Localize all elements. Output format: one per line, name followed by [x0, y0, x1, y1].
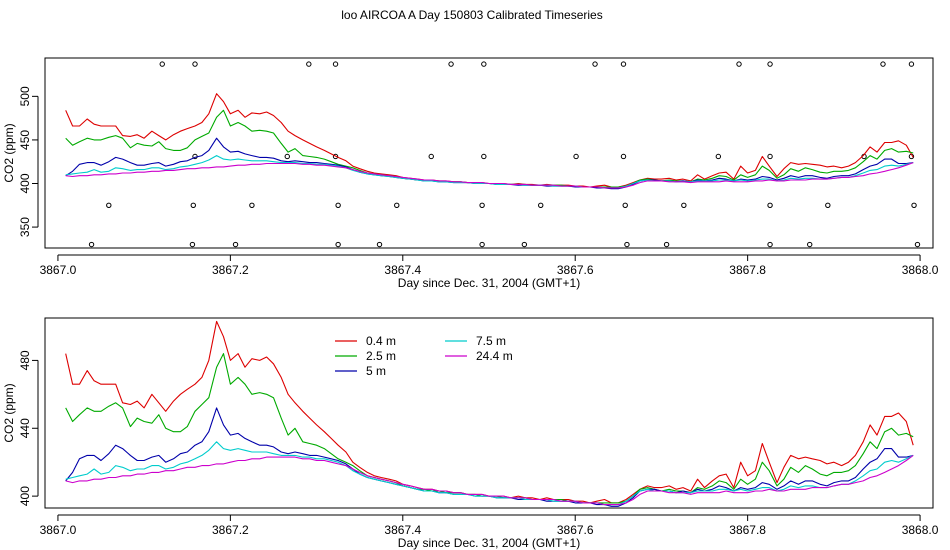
- marker-point: [428, 153, 434, 160]
- marker-point: [624, 241, 630, 248]
- marker-point: [306, 61, 312, 67]
- x-axis-label: Day since Dec. 31, 2004 (GMT+1): [398, 536, 580, 550]
- legend-label: 7.5 m: [476, 334, 506, 348]
- marker-point: [479, 202, 485, 208]
- marker-point: [767, 61, 773, 67]
- y-tick-label: 500: [18, 86, 32, 106]
- series-line-4: [65, 454, 914, 506]
- marker-point: [715, 153, 722, 160]
- marker-point: [592, 61, 598, 67]
- marker-point: [767, 202, 773, 208]
- marker-point: [807, 241, 813, 248]
- legend-label: 24.4 m: [476, 349, 513, 363]
- y-tick-label: 480: [18, 350, 32, 370]
- plot-frame: [44, 57, 934, 249]
- plot-frame: [44, 317, 934, 509]
- series-line-2: [65, 407, 914, 507]
- series-lines: [65, 320, 914, 507]
- marker-point: [521, 241, 528, 248]
- y-tick-label: 450: [18, 130, 32, 150]
- marker-point: [479, 241, 485, 248]
- marker-point: [335, 241, 341, 248]
- marker-point: [914, 241, 921, 248]
- y-axis: 350 400 450 500 CO2 (ppm): [2, 86, 39, 237]
- x-tick-label: 3867.2: [212, 523, 249, 537]
- marker-point: [573, 153, 579, 160]
- series-line-1: [65, 109, 914, 188]
- marker-point: [663, 241, 670, 248]
- marker-point: [394, 202, 400, 208]
- legend: 0.4 m2.5 m5 m 7.5 m24.4 m: [335, 334, 513, 378]
- series-line-3: [65, 441, 914, 506]
- series-lines: [65, 93, 914, 190]
- x-tick-label: 3867.8: [729, 523, 766, 537]
- marker-point: [620, 153, 627, 160]
- x-tick-label: 3867.0: [40, 523, 77, 537]
- x-tick-label: 3867.2: [212, 263, 249, 277]
- x-axis: 3867.0 3867.2 3867.4 3867.6 3867.8 3868.0 Day …: [40, 514, 939, 550]
- y-tick-label: 400: [18, 486, 32, 506]
- marker-point: [736, 61, 742, 67]
- x-tick-label: 3867.6: [557, 523, 594, 537]
- y-tick-label: 440: [18, 418, 32, 438]
- marker-point: [232, 241, 239, 248]
- legend-label: 0.4 m: [366, 334, 396, 348]
- marker-point: [481, 61, 487, 67]
- marker-point: [767, 153, 773, 160]
- marker-point: [249, 202, 255, 208]
- marker-point: [880, 61, 886, 67]
- marker-point: [481, 153, 487, 160]
- x-tick-label: 3867.4: [384, 523, 421, 537]
- marker-point: [88, 241, 95, 248]
- marker-point: [825, 202, 831, 208]
- x-axis-label: Day since Dec. 31, 2004 (GMT+1): [398, 276, 580, 290]
- marker-point: [335, 202, 341, 208]
- legend-label: 2.5 m: [366, 349, 396, 363]
- y-axis-label: CO2 (ppm): [2, 123, 16, 182]
- figure-title: loo AIRCOA A Day 150803 Calibrated Times…: [341, 8, 602, 22]
- marker-point: [284, 153, 290, 160]
- x-tick-label: 3868.0: [902, 263, 939, 277]
- marker-point: [538, 202, 544, 208]
- y-tick-label: 350: [18, 217, 32, 237]
- marker-point: [376, 241, 383, 248]
- series-line-1: [65, 353, 914, 504]
- marker-point: [332, 153, 339, 160]
- marker-point: [106, 202, 112, 208]
- marker-point: [681, 202, 687, 208]
- y-tick-label: 400: [18, 173, 32, 193]
- x-axis: 3867.0 3867.2 3867.4 3867.6 3867.8 3868.0 Day …: [40, 254, 939, 290]
- y-axis-label: CO2 (ppm): [2, 383, 16, 442]
- marker-point: [190, 202, 196, 208]
- x-tick-label: 3867.4: [384, 263, 421, 277]
- marker-point: [767, 241, 773, 248]
- x-tick-label: 3868.0: [902, 523, 939, 537]
- x-tick-label: 3867.6: [557, 263, 594, 277]
- bottom-panel-timeseries-with-legend: 3867.0 3867.2 3867.4 3867.6 3867.8 3868.0 Day …: [2, 317, 939, 550]
- marker-point: [189, 241, 196, 248]
- marker-point: [620, 61, 627, 67]
- x-tick-label: 3867.0: [40, 263, 77, 277]
- marker-point: [622, 202, 628, 208]
- marker-points: [88, 61, 921, 248]
- x-tick-label: 3867.8: [729, 263, 766, 277]
- top-panel-timeseries-with-markers: 3867.0 3867.2 3867.4 3867.6 3867.8 3868.0 Day …: [2, 57, 939, 290]
- legend-label: 5 m: [366, 364, 386, 378]
- marker-point: [159, 61, 165, 67]
- marker-point: [911, 202, 917, 208]
- marker-point: [192, 61, 198, 67]
- marker-point: [448, 61, 454, 67]
- marker-point: [908, 61, 915, 67]
- marker-point: [332, 61, 339, 67]
- series-line-4: [65, 162, 914, 189]
